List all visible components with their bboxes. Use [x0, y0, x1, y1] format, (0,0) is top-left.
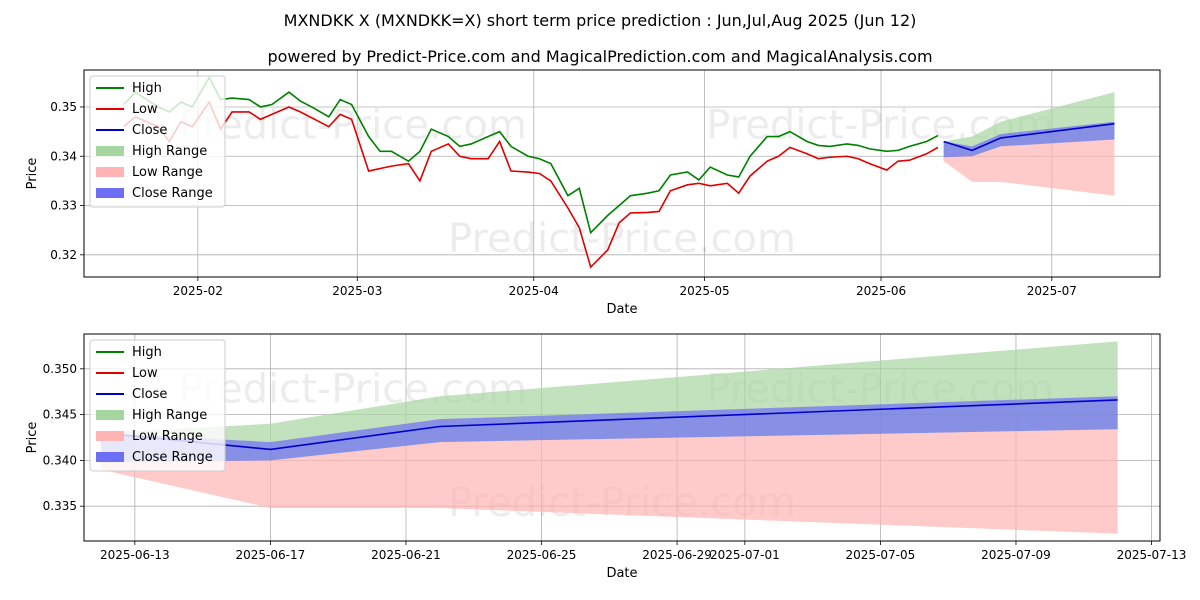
legend-label-low: Low	[132, 102, 158, 117]
low-line	[123, 100, 939, 269]
plot-frame	[83, 333, 1161, 542]
legend-swatch-close-range	[96, 452, 124, 462]
y-axis-label: Price	[25, 158, 40, 190]
legend-label-high-range: High Range	[132, 144, 207, 159]
legend-swatch-low-range	[96, 431, 124, 441]
high-line	[123, 75, 939, 235]
y-tick-label: 0.350	[43, 362, 77, 376]
top-panel: Predict-Price.com Predict-Price.comPredic…	[25, 69, 1161, 317]
x-tick-label: 2025-07-09	[981, 548, 1051, 562]
x-tick-label: 2025-07	[1027, 284, 1077, 298]
legend-swatch-high-range	[96, 410, 124, 420]
legend-label-high-range: High Range	[132, 408, 207, 423]
legend-label-low: Low	[132, 366, 158, 381]
legend-label-low-range: Low Range	[132, 165, 203, 180]
legend-label-close-range: Close Range	[132, 186, 213, 201]
legend-label-close: Close	[132, 387, 167, 402]
close-range-area	[100, 396, 1118, 463]
watermark-text: Predict-Price.com	[448, 216, 796, 262]
low-range-area	[943, 139, 1115, 196]
x-tick-label: 2025-06-13	[100, 548, 170, 562]
y-tick-label: 0.345	[43, 408, 77, 422]
x-tick-label: 2025-07-13	[1117, 548, 1187, 562]
x-tick-label: 2025-03	[332, 284, 382, 298]
x-tick-label: 2025-05	[679, 284, 729, 298]
y-axis-label: Price	[25, 422, 40, 454]
close-range-area	[943, 121, 1115, 158]
chart-title: MXNDKK X (MXNDKK=X) short term price pre…	[284, 11, 917, 30]
chart-subtitle: powered by Predict-Price.com and Magical…	[267, 47, 932, 66]
y-tick-label: 0.335	[43, 499, 77, 513]
close-forecast-line	[943, 122, 1115, 152]
x-tick-label: 2025-02	[173, 284, 223, 298]
legend-label-close-range: Close Range	[132, 450, 213, 465]
legend-label-high: High	[132, 81, 162, 96]
low-range-area	[100, 429, 1118, 534]
legend-label-high: High	[132, 345, 162, 360]
plot-frame	[83, 69, 1161, 278]
y-tick-label: 0.32	[50, 248, 77, 262]
legend-swatch-low-range	[96, 167, 124, 177]
y-tick-label: 0.33	[50, 199, 77, 213]
x-tick-label: 2025-04	[509, 284, 559, 298]
x-axis-label: Date	[606, 566, 637, 581]
legend-label-low-range: Low Range	[132, 429, 203, 444]
x-tick-label: 2025-07-05	[846, 548, 916, 562]
x-tick-label: 2025-06-17	[236, 548, 306, 562]
legend-swatch-high-range	[96, 146, 124, 156]
x-tick-label: 2025-06	[856, 284, 906, 298]
legend-label-close: Close	[132, 123, 167, 138]
x-tick-label: 2025-06-21	[371, 548, 441, 562]
bottom-panel: Predict-Price.comPredict-Price.comPredic…	[25, 333, 1187, 581]
x-tick-label: 2025-06-29	[642, 548, 712, 562]
y-tick-label: 0.340	[43, 453, 77, 467]
x-tick-label: 2025-07-01	[710, 548, 780, 562]
legend: High Low Close High Range Low Range Close Ran…	[89, 339, 226, 472]
x-axis-label: Date	[606, 302, 637, 317]
x-tick-label: 2025-06-25	[507, 548, 577, 562]
y-tick-label: 0.35	[50, 100, 77, 114]
legend: High Low Close High Range Low Range Close Ran…	[89, 75, 226, 208]
y-tick-label: 0.34	[50, 149, 77, 163]
legend-swatch-close-range	[96, 188, 124, 198]
